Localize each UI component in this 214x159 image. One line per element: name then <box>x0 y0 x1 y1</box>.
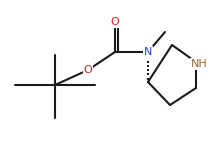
Text: O: O <box>111 17 119 27</box>
Text: N: N <box>144 47 152 57</box>
Text: O: O <box>84 65 92 75</box>
Text: NH: NH <box>191 59 207 69</box>
